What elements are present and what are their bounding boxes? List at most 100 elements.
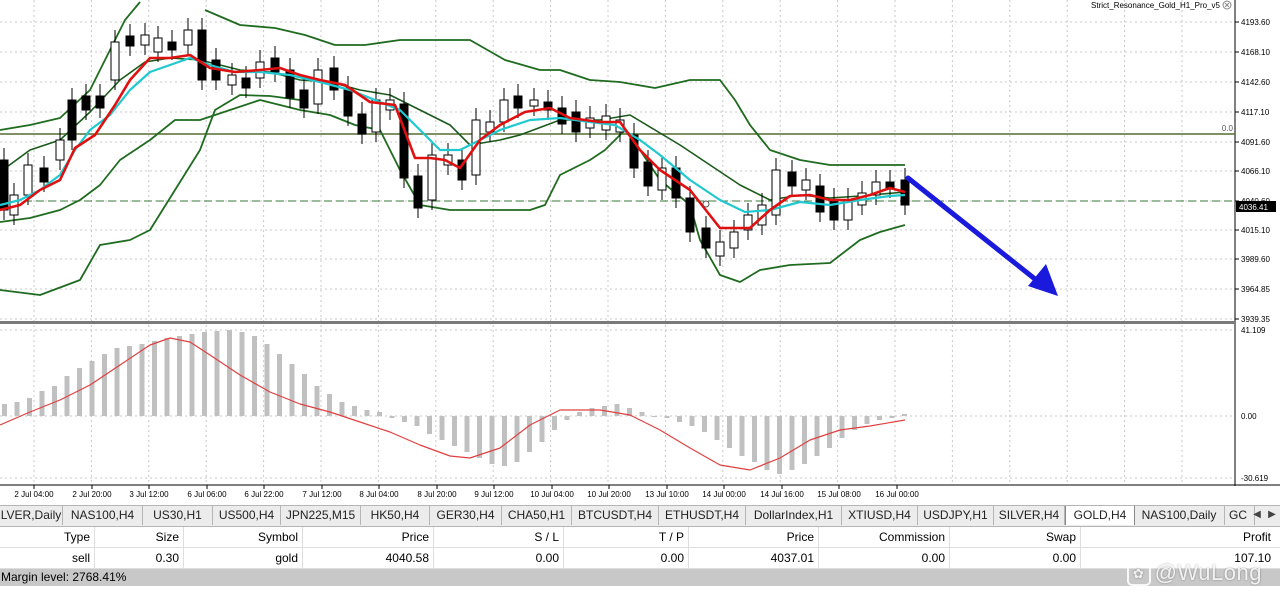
watermark-text: @WuLong xyxy=(1154,560,1262,585)
header-type: Type xyxy=(0,527,95,547)
tab-hk50-h4[interactable]: HK50,H4 xyxy=(361,506,430,525)
histogram-bar xyxy=(614,404,620,416)
tab-silver-h4[interactable]: SILVER,H4 xyxy=(994,506,1065,525)
histogram-bar xyxy=(839,416,845,438)
cell-commission: 0.00 xyxy=(819,548,950,568)
histogram-bar xyxy=(302,374,307,416)
time-tick-label: 10 Jul 04:00 xyxy=(530,490,574,499)
tab-gold-h4[interactable]: GOLD,H4 xyxy=(1065,506,1135,525)
close-icon xyxy=(1222,0,1232,10)
histogram-bar xyxy=(477,416,482,458)
histogram-bar xyxy=(264,344,270,416)
price-tick-label: 4142.60 xyxy=(1241,78,1270,87)
histogram-bar xyxy=(589,408,595,416)
tab-jpn225-m15[interactable]: JPN225,M15 xyxy=(281,506,361,525)
price-tick-label: 4066.10 xyxy=(1241,167,1270,176)
histogram-bar xyxy=(227,330,232,416)
histogram-bar xyxy=(452,416,457,446)
time-tick-label: 2 Jul 04:00 xyxy=(14,490,54,499)
candle-body xyxy=(270,57,280,73)
chevron-left-icon[interactable]: ◀ xyxy=(1253,509,1261,520)
histogram-bar xyxy=(139,344,145,416)
histogram-bar xyxy=(339,402,345,416)
candle-body xyxy=(371,99,381,133)
tab-usdjpy-h1[interactable]: USDJPY,H1 xyxy=(918,506,994,525)
histogram-bar xyxy=(489,416,495,464)
tab-us500-h4[interactable]: US500,H4 xyxy=(213,506,281,525)
chevron-right-icon[interactable]: ▶ xyxy=(1268,509,1276,520)
histogram-bar xyxy=(377,412,382,416)
candle-body xyxy=(140,34,150,46)
lower-band-2 xyxy=(0,94,301,296)
histogram-bar xyxy=(414,416,420,426)
time-tick-label: 10 Jul 20:00 xyxy=(587,490,631,499)
tab-xtiusd-h4[interactable]: XTIUSD,H4 xyxy=(842,506,918,525)
histogram-bar xyxy=(514,416,520,462)
tab-us30-h1[interactable]: US30,H1 xyxy=(143,506,213,525)
trend-arrow-icon xyxy=(905,175,1058,296)
candle-body xyxy=(357,113,367,135)
histogram-bar xyxy=(702,416,707,432)
histogram-bar xyxy=(464,416,470,452)
time-tick-label: 8 Jul 20:00 xyxy=(417,490,457,499)
candle-body xyxy=(701,227,711,249)
oscillator-histogram xyxy=(2,330,907,474)
time-tick-label: 14 Jul 00:00 xyxy=(702,490,746,499)
candle-body xyxy=(227,74,237,86)
price-tick-label: 3964.85 xyxy=(1241,285,1270,294)
histogram-bar xyxy=(877,416,882,420)
symbol-tab-bar: LVER,Daily NAS100,H4 US30,H1 US500,H4 JP… xyxy=(0,505,1280,527)
histogram-bar xyxy=(827,416,832,448)
middle-band xyxy=(0,57,906,201)
tab-btcusdt-h4[interactable]: BTCUSDT,H4 xyxy=(572,506,659,525)
histogram-bar xyxy=(14,402,20,416)
candle-body xyxy=(110,41,120,81)
candle-body xyxy=(787,171,797,187)
time-tick-label: 2 Jul 20:00 xyxy=(72,490,112,499)
histogram-bar xyxy=(539,416,545,442)
table-row[interactable]: sell 0.30 gold 4040.58 0.00 0.00 4037.01… xyxy=(0,548,1280,569)
price-tick-label: 4091.60 xyxy=(1241,138,1270,147)
histogram-bar xyxy=(239,332,245,416)
time-tick-label: 7 Jul 12:00 xyxy=(302,490,342,499)
candle-body xyxy=(241,77,251,89)
cell-take-profit: 0.00 xyxy=(564,548,689,568)
histogram-bar xyxy=(802,416,807,464)
histogram-bar xyxy=(27,398,32,416)
tab-ethusdt-h4[interactable]: ETHUSDT,H4 xyxy=(659,506,746,525)
time-tick-label: 14 Jul 16:00 xyxy=(760,490,804,499)
histogram-bar xyxy=(214,331,220,416)
histogram-bar xyxy=(89,361,95,416)
price-marker-icon xyxy=(702,200,710,208)
candle-body xyxy=(167,41,177,51)
price-tick-label: 4117.10 xyxy=(1241,108,1270,117)
candle-body xyxy=(771,169,781,216)
cell-profit: 107.10 xyxy=(1234,551,1271,565)
histogram-bar xyxy=(902,414,907,416)
tab-dollarindex-h1[interactable]: DollarIndex,H1 xyxy=(746,506,842,525)
tab-lver-daily[interactable]: LVER,Daily xyxy=(0,506,63,525)
tab-ger30-h4[interactable]: GER30,H4 xyxy=(430,506,502,525)
price-chart[interactable]: 0.0 4193.60 4168.10 4142.60 4117.10 4091.60 40… xyxy=(0,0,1280,505)
histogram-bar xyxy=(127,346,132,416)
watermark: ✿ @WuLong xyxy=(1126,560,1262,586)
candle-body xyxy=(299,89,309,109)
tab-nas100-h4[interactable]: NAS100,H4 xyxy=(63,506,143,525)
tab-cha50-h1[interactable]: CHA50,H1 xyxy=(502,506,572,525)
histogram-bar xyxy=(114,348,120,416)
histogram-bar xyxy=(2,404,7,416)
price-tick-label: 4193.60 xyxy=(1241,18,1270,27)
time-tick-label: 13 Jul 10:00 xyxy=(645,490,689,499)
chart-layer: 0.0 4193.60 4168.10 4142.60 4117.10 4091.60 40… xyxy=(0,0,1280,499)
time-tick-label: 6 Jul 22:00 xyxy=(244,490,284,499)
histogram-bar xyxy=(689,416,695,426)
histogram-bar xyxy=(564,416,570,420)
cell-symbol: gold xyxy=(184,548,303,568)
candle-body xyxy=(427,154,437,201)
cell-size: 0.30 xyxy=(95,548,184,568)
signal-line xyxy=(0,337,906,471)
histogram-bar xyxy=(852,416,857,430)
tab-gc[interactable]: GC xyxy=(1225,506,1255,525)
tab-nas100-daily[interactable]: NAS100,Daily xyxy=(1134,506,1225,525)
header-size: Size xyxy=(95,527,184,547)
